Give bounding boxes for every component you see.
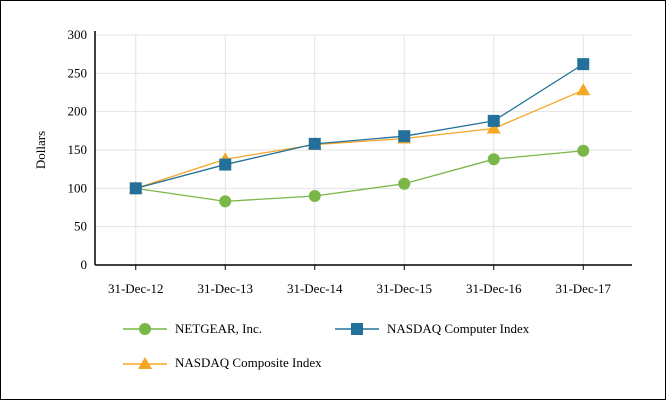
- data-point-circle: [219, 195, 232, 208]
- circle-marker-icon: [123, 323, 167, 335]
- legend-item-nasdaq-composite: NASDAQ Composite Index: [123, 355, 322, 371]
- legend-label: NASDAQ Computer Index: [387, 321, 530, 336]
- data-point-square: [398, 130, 411, 143]
- series-line-0: [135, 150, 584, 203]
- triangle-marker-icon: [123, 357, 167, 369]
- line-chart: 0 50 100 150 200 250 300 31-Dec-12 31-Dec-13 31-D…: [33, 27, 632, 296]
- data-point-triangle: [576, 83, 591, 96]
- square-marker-icon: [335, 323, 379, 335]
- data-point-square: [577, 58, 590, 71]
- data-point-square: [487, 114, 500, 127]
- y-tick-label: 0: [81, 257, 88, 272]
- y-tick-label: 300: [68, 27, 88, 42]
- legend-label: NETGEAR, Inc.: [175, 321, 263, 336]
- x-tick-label: 31-Dec-13: [197, 281, 253, 296]
- x-tick-label: 31-Dec-16: [466, 281, 522, 296]
- x-tick-label: 31-Dec-12: [108, 281, 164, 296]
- series-line-2: [135, 89, 584, 189]
- y-tick-label: 100: [68, 180, 88, 195]
- series-line-1: [135, 63, 584, 189]
- y-tick-label: 200: [68, 104, 88, 119]
- data-point-circle: [577, 144, 590, 157]
- y-tick-label: 150: [68, 142, 88, 157]
- y-axis-label: Dollars: [33, 131, 48, 169]
- x-tick-label: 31-Dec-15: [376, 281, 432, 296]
- legend-label: NASDAQ Composite Index: [175, 355, 322, 370]
- x-tick-label: 31-Dec-14: [287, 281, 343, 296]
- data-point-circle: [487, 153, 500, 166]
- x-tick-label: 31-Dec-17: [555, 281, 611, 296]
- data-point-triangle: [486, 121, 501, 134]
- data-point-square: [308, 137, 321, 150]
- y-tick-label: 50: [74, 219, 87, 234]
- legend-item-nasdaq-computer: NASDAQ Computer Index: [335, 321, 529, 337]
- data-point-circle: [308, 190, 321, 202]
- y-tick-label: 250: [68, 65, 88, 80]
- legend-item-netgear: NETGEAR, Inc.: [123, 321, 262, 337]
- data-point-square: [219, 158, 232, 171]
- data-point-circle: [398, 177, 411, 190]
- data-point-square: [129, 182, 142, 195]
